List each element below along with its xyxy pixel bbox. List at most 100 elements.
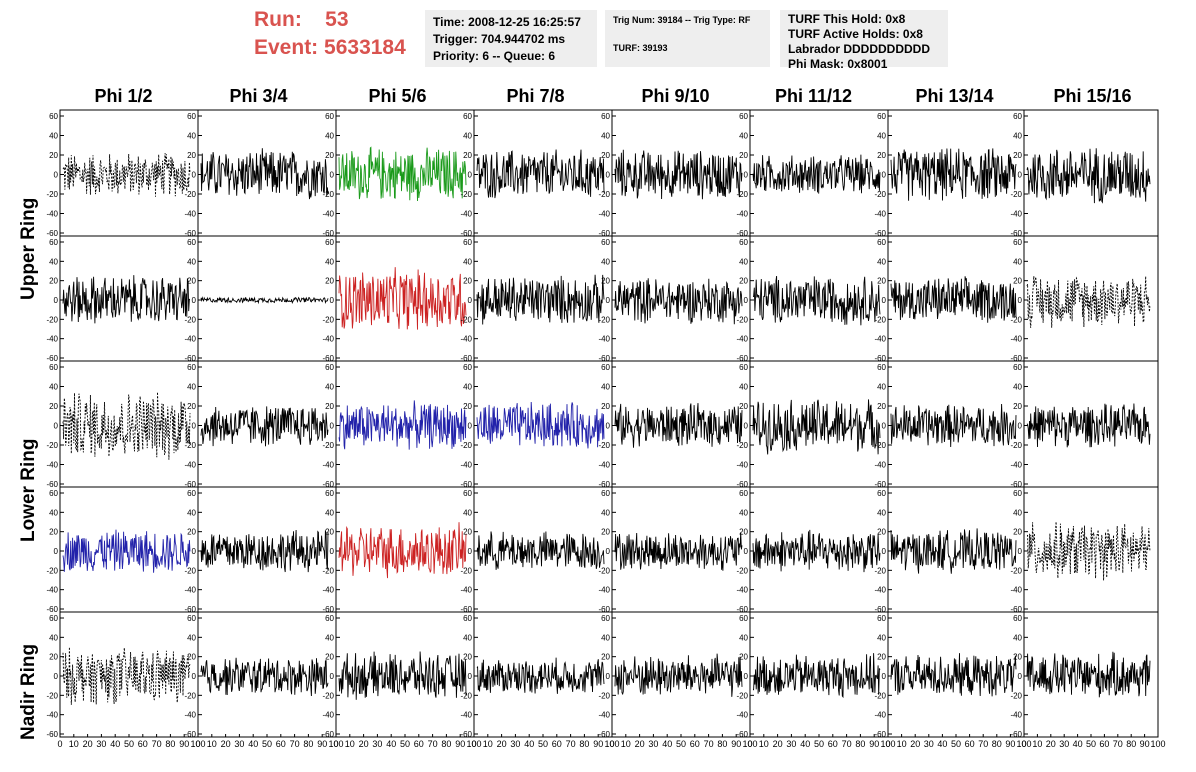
- x-tick-label: 100: [742, 739, 757, 749]
- x-tick-label: 60: [965, 739, 975, 749]
- waveform-panel-r4-c7: 60 40 20 0 -20 -40 -60: [874, 486, 1025, 614]
- y-tick-label: -20: [598, 190, 610, 199]
- y-tick-label: -20: [46, 315, 58, 324]
- y-tick-label: -20: [736, 190, 748, 199]
- y-tick-label: 20: [187, 402, 196, 411]
- x-tick-label: 80: [165, 739, 175, 749]
- y-tick-label: 20: [463, 402, 472, 411]
- y-tick-label: 0: [192, 422, 197, 431]
- y-tick-label: 60: [187, 614, 196, 623]
- waveform-trace: [200, 406, 329, 447]
- turf-active-holds-text: TURF Active Holds: 0x8: [788, 27, 923, 41]
- x-tick-label: 100: [190, 739, 205, 749]
- y-tick-label: -20: [184, 691, 196, 700]
- phi-header-4: Phi 7/8: [506, 86, 565, 106]
- x-tick-label: 70: [978, 739, 988, 749]
- waveform-trace: [752, 154, 881, 194]
- waveform-panel-r1-c2: 60 40 20 0 -20 -40 -60: [184, 109, 337, 238]
- y-tick-label: 0: [744, 672, 749, 681]
- waveform-panel-r5-c4: 60 40 20 0 -20 -40 -60: [460, 611, 613, 739]
- y-tick-label: 60: [877, 489, 886, 498]
- waveform-trace: [476, 274, 605, 325]
- y-tick-label: -20: [322, 315, 334, 324]
- y-tick-label: 0: [606, 422, 611, 431]
- y-tick-label: 0: [192, 672, 197, 681]
- y-tick-label: 60: [325, 363, 334, 372]
- y-tick-label: 20: [49, 277, 58, 286]
- y-tick-label: -40: [1010, 711, 1022, 720]
- x-tick-label: 90: [731, 739, 741, 749]
- x-tick-label: 90: [593, 739, 603, 749]
- x-tick-label: 10: [621, 739, 631, 749]
- y-tick-label: 60: [187, 112, 196, 121]
- y-tick-label: 60: [463, 489, 472, 498]
- y-tick-label: 40: [187, 508, 196, 517]
- y-tick-label: 20: [325, 277, 334, 286]
- y-tick-label: 40: [463, 383, 472, 392]
- y-tick-label: 0: [192, 296, 197, 305]
- y-tick-label: 60: [463, 363, 472, 372]
- y-tick-label: 60: [49, 363, 58, 372]
- y-tick-label: -60: [1010, 354, 1022, 363]
- y-tick-label: -60: [46, 229, 58, 238]
- y-tick-label: -40: [1010, 335, 1022, 344]
- x-tick-label: 20: [221, 739, 231, 749]
- x-tick-label: 80: [855, 739, 865, 749]
- y-tick-label: -40: [322, 210, 334, 219]
- x-tick-label: 10: [897, 739, 907, 749]
- x-tick-label: 80: [717, 739, 727, 749]
- y-tick-label: 40: [463, 508, 472, 517]
- y-tick-label: -20: [322, 441, 334, 450]
- waveform-trace: [200, 148, 329, 200]
- waveform-trace: [752, 529, 881, 573]
- x-tick-label: 100: [466, 739, 481, 749]
- x-tick-label: 50: [951, 739, 961, 749]
- y-tick-label: -20: [46, 566, 58, 575]
- waveform-trace: [338, 522, 467, 579]
- y-tick-label: -60: [874, 605, 886, 614]
- y-tick-label: 60: [877, 112, 886, 121]
- y-tick-label: 40: [877, 508, 886, 517]
- y-tick-label: -60: [874, 730, 886, 739]
- x-tick-label: 100: [1150, 739, 1165, 749]
- y-tick-label: -60: [736, 480, 748, 489]
- x-tick-label: 60: [690, 739, 700, 749]
- y-tick-label: -60: [460, 730, 472, 739]
- y-tick-label: 60: [1013, 112, 1022, 121]
- y-tick-label: 20: [1013, 402, 1022, 411]
- y-tick-label: 0: [744, 296, 749, 305]
- y-tick-label: -40: [46, 461, 58, 470]
- y-tick-label: -60: [322, 480, 334, 489]
- y-tick-label: 20: [601, 151, 610, 160]
- x-tick-label: 70: [1113, 739, 1123, 749]
- x-tick-label: 10: [345, 739, 355, 749]
- y-tick-label: 20: [601, 277, 610, 286]
- y-tick-label: 40: [877, 383, 886, 392]
- y-tick-label: 20: [601, 528, 610, 537]
- x-tick-label: 0: [885, 739, 890, 749]
- y-tick-label: -40: [460, 711, 472, 720]
- y-tick-label: -40: [460, 335, 472, 344]
- y-tick-label: 0: [606, 296, 611, 305]
- y-tick-label: 20: [877, 653, 886, 662]
- x-tick-label: 100: [1016, 739, 1031, 749]
- y-tick-label: 40: [739, 633, 748, 642]
- y-tick-label: 60: [325, 112, 334, 121]
- y-tick-label: 0: [54, 672, 59, 681]
- y-tick-label: 40: [463, 257, 472, 266]
- y-tick-label: -60: [322, 229, 334, 238]
- y-tick-label: -40: [598, 586, 610, 595]
- event-label: Event: 5633184: [254, 36, 406, 59]
- y-tick-label: 60: [601, 238, 610, 247]
- x-tick-label: 90: [1140, 739, 1150, 749]
- x-tick-label: 60: [414, 739, 424, 749]
- waveform-trace: [62, 529, 191, 573]
- y-tick-label: 40: [325, 132, 334, 141]
- waveform-trace: [200, 657, 329, 697]
- waveform-trace: [1026, 148, 1151, 204]
- y-tick-label: -20: [184, 190, 196, 199]
- priority-text: Priority: 6 -- Queue: 6: [433, 49, 556, 63]
- waveform-panel-r5-c8: 60 40 20 0 -20 -40 -60: [1010, 611, 1159, 739]
- waveform-trace: [890, 276, 1017, 323]
- y-tick-label: -60: [598, 605, 610, 614]
